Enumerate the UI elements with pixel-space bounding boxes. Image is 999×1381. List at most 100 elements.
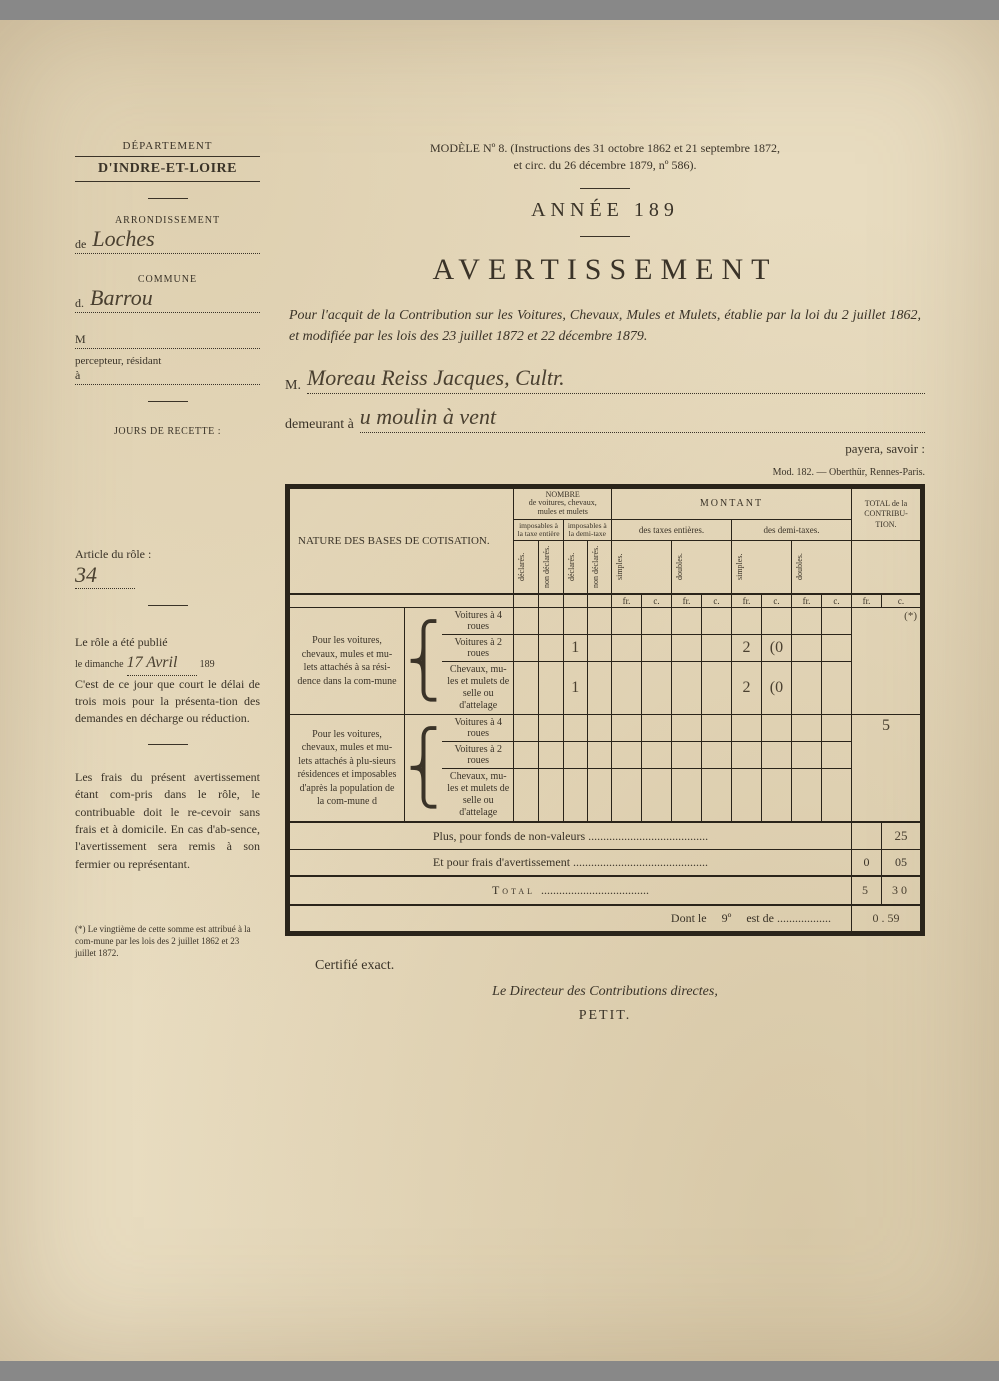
col-doubles: doubles.	[795, 543, 804, 591]
total-label: Total	[492, 883, 535, 897]
commune-value: Barrou	[90, 285, 153, 311]
col-non-declares: non déclarés.	[542, 543, 551, 591]
certifie-label: Certifié exact.	[315, 958, 925, 974]
dots: ..................	[777, 911, 831, 925]
total-header: TOTAL de la CONTRIBU-TION.	[851, 488, 920, 541]
divider	[580, 236, 630, 237]
total-cell: (*)	[851, 608, 920, 715]
tax-table: NATURE DES BASES DE COTISATION. NOMBRE d…	[289, 488, 921, 933]
val: 1	[563, 662, 587, 715]
main-content: MODÈLE Nº 8. (Instructions des 31 octobr…	[285, 140, 925, 1024]
table-row: Pour les voitures, chevaux, mules et mu-…	[290, 608, 921, 635]
col-doubles: doubles.	[675, 543, 684, 591]
row-2roues: Voitures à 2 roues	[442, 635, 514, 662]
pour-acquit: Pour l'acquit de la Contribution sur les…	[285, 305, 925, 347]
demeurant-label: demeurant à	[285, 417, 354, 433]
col-declares: déclarés.	[517, 543, 526, 591]
dont-row: Dont le 9º est de .................. 0 .…	[290, 905, 921, 932]
mod182-label: Mod. 182. — Oberthür, Rennes-Paris.	[285, 467, 925, 478]
footnote: (*) Le vingtième de cette somme est attr…	[75, 923, 260, 959]
m-line: M	[75, 331, 260, 349]
row-4roues: Voitures à 4 roues	[442, 715, 514, 742]
role-text-2: C'est de ce jour que court le délai de t…	[75, 677, 260, 726]
dimanche-prefix: le dimanche	[75, 659, 124, 670]
c: c.	[821, 594, 851, 608]
modele-line1: MODÈLE Nº 8. (Instructions des 31 octobr…	[430, 141, 780, 155]
addr-line: demeurant à u moulin à vent	[285, 404, 925, 433]
fr: fr.	[611, 594, 641, 608]
arrondissement-label: ARRONDISSEMENT	[75, 215, 260, 226]
table-row: Pour les voitures, chevaux, mules et mu-…	[290, 715, 921, 742]
val: 5	[851, 876, 881, 905]
nature-header: NATURE DES BASES DE COTISATION.	[290, 488, 514, 594]
plus-frais-row: Et pour frais d'avertissement ..........…	[290, 850, 921, 877]
name-value: Moreau Reiss Jacques, Cultr.	[307, 365, 925, 394]
col-simples: simples.	[615, 543, 624, 591]
c: c.	[881, 594, 920, 608]
arr-prefix: de	[75, 237, 86, 252]
c: c.	[641, 594, 671, 608]
role-publie: Le rôle a été publié le dimanche 17 Avri…	[75, 634, 260, 728]
fr: fr.	[671, 594, 701, 608]
row-chevaux: Chevaux, mu-les et mulets de selle ou d'…	[442, 662, 514, 715]
dont-estde: est de	[746, 911, 774, 925]
m-prefix: M.	[285, 378, 301, 394]
plus-nonvaleurs-row: Plus, pour fonds de non-valeurs ........…	[290, 822, 921, 850]
a-prefix: à	[75, 368, 80, 383]
page-title: AVERTISSEMENT	[285, 253, 925, 287]
dept-name: D'INDRE-ET-LOIRE	[75, 156, 260, 182]
val: 2	[731, 662, 761, 715]
dots: ........................................	[588, 829, 708, 843]
frais-text: Les frais du présent avertissement étant…	[75, 769, 260, 873]
col-non-declares: non déclarés.	[591, 543, 600, 591]
divider	[148, 605, 188, 606]
val: 1	[563, 635, 587, 662]
nombre-header: NOMBRE de voitures, chevaux, mules et mu…	[514, 488, 612, 519]
commune-line: d. Barrou	[75, 285, 260, 313]
brace-icon: ⎧⎨⎩	[405, 715, 443, 823]
arrondissement-line: de Loches	[75, 226, 260, 254]
signature: PETIT.	[285, 1008, 925, 1024]
val: (0	[761, 662, 791, 715]
role-text-1: Le rôle a été publié	[75, 635, 168, 649]
c: c.	[701, 594, 731, 608]
role-year: 189	[200, 659, 215, 670]
row-4roues: Voitures à 4 roues	[442, 608, 514, 635]
val: 0	[851, 850, 881, 877]
val: 2	[731, 635, 761, 662]
val: (0	[761, 635, 791, 662]
a-line: à	[75, 367, 260, 385]
percepteur-label: percepteur, résidant	[75, 355, 260, 367]
document-page: DÉPARTEMENT D'INDRE-ET-LOIRE ARRONDISSEM…	[0, 20, 999, 1361]
imposables-demi: imposables à la demi-taxe	[563, 519, 611, 541]
divider	[580, 188, 630, 189]
taxes-entieres: des taxes entières.	[611, 519, 731, 541]
row-chevaux: Chevaux, mu-les et mulets de selle ou d'…	[442, 769, 514, 823]
group1-label: Pour les voitures, chevaux, mules et mu-…	[290, 608, 405, 715]
article-block: Article du rôle : 34	[75, 547, 260, 606]
group2-label: Pour les voitures, chevaux, mules et mu-…	[290, 715, 405, 823]
annee: ANNÉE 189	[285, 199, 925, 222]
fr: fr.	[731, 594, 761, 608]
jours-label: JOURS DE RECETTE :	[75, 426, 260, 437]
dimanche-value: 17 Avril	[127, 651, 197, 675]
plus-frais: Et pour frais d'avertissement	[433, 855, 570, 869]
table-header-row: NATURE DES BASES DE COTISATION. NOMBRE d…	[290, 488, 921, 519]
sidebar: DÉPARTEMENT D'INDRE-ET-LOIRE ARRONDISSEM…	[75, 140, 260, 960]
article-value: 34	[75, 562, 135, 589]
commune-label: COMMUNE	[75, 274, 260, 285]
col-declares: déclarés.	[567, 543, 576, 591]
fr: fr.	[791, 594, 821, 608]
article-label: Article du rôle :	[75, 547, 260, 562]
commune-prefix: d.	[75, 296, 84, 311]
brace-icon: ⎧⎨⎩	[405, 608, 443, 715]
directeur-label: Le Directeur des Contributions directes,	[285, 984, 925, 1000]
total-cell: 5	[851, 715, 920, 823]
dept-label: DÉPARTEMENT	[75, 140, 260, 152]
name-line: M. Moreau Reiss Jacques, Cultr.	[285, 365, 925, 394]
tax-table-wrap: NATURE DES BASES DE COTISATION. NOMBRE d…	[285, 484, 925, 937]
dont-prefix: Dont le	[671, 911, 707, 925]
total-row: Total ..................................…	[290, 876, 921, 905]
dots: ........................................…	[573, 855, 708, 869]
dont-9e: 9º	[722, 911, 732, 925]
